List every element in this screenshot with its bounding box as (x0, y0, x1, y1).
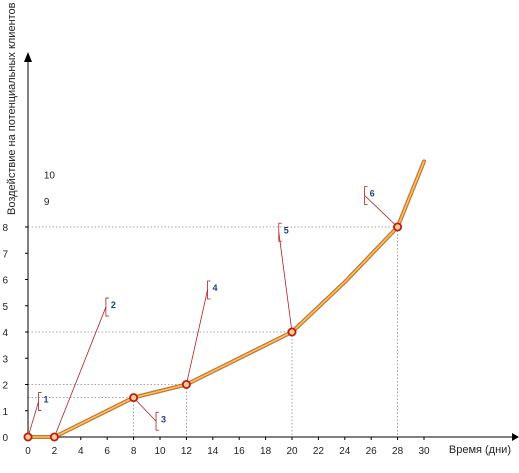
annotation-leader (364, 195, 398, 228)
annotation-label: 5 (284, 225, 289, 235)
annotation-label: 6 (370, 189, 375, 199)
annotation-leader (54, 306, 107, 438)
y-tick-label: 8 (2, 223, 8, 234)
annotation-bracket (38, 392, 42, 411)
x-tick-label: 24 (339, 446, 351, 457)
x-tick-label: 30 (418, 446, 430, 457)
annotation-bracket (278, 222, 282, 242)
x-tick-label: 14 (207, 446, 219, 457)
series-markers (23, 222, 403, 442)
x-tick-label: 20 (286, 446, 298, 457)
x-axis-arrow (512, 433, 519, 441)
annotation-bracket (105, 297, 109, 317)
annotation-leader (27, 401, 39, 438)
extra-value-label: 9 (44, 197, 50, 208)
x-tick-label: 0 (25, 446, 31, 457)
annotation-label: 2 (111, 300, 116, 310)
x-tick-label: 12 (181, 446, 193, 457)
data-point (23, 432, 33, 442)
annotation-label: 3 (161, 414, 166, 424)
x-tick-label: 22 (313, 446, 325, 457)
data-point (393, 222, 403, 232)
data-point (129, 393, 139, 403)
data-point (287, 327, 297, 337)
x-tick-label: 10 (154, 446, 166, 457)
x-tick-label: 2 (52, 446, 58, 457)
annotation-bracket (364, 186, 368, 205)
x-tick-label: 6 (104, 446, 110, 457)
series-line-fill (27, 160, 425, 438)
x-tick-label: 26 (366, 446, 378, 457)
y-tick-label: 2 (2, 381, 8, 392)
y-axis-arrow (24, 52, 32, 62)
x-tick-label: 4 (78, 446, 84, 457)
y-axis-title: Воздействие на потенциальных клиентов (6, 2, 18, 215)
y-tick-label: 6 (2, 276, 8, 287)
y-tick-label: 5 (2, 302, 8, 313)
annotation-label: 1 (44, 395, 49, 405)
annotation-bracket (207, 280, 211, 300)
extra-value-label: 10 (44, 171, 56, 182)
x-tick-label: 28 (392, 446, 404, 457)
x-tick-label: 18 (260, 446, 272, 457)
annotation-leader (278, 232, 293, 333)
annotation-label: 4 (213, 283, 218, 293)
annotations: 1 2 3 4 5 6 (27, 186, 398, 438)
y-tick-label: 3 (2, 354, 8, 365)
annotation-leader (186, 289, 208, 385)
series-line (26, 159, 426, 439)
reference-lines (28, 226, 399, 437)
annotation-leader (133, 397, 157, 422)
data-point (181, 379, 191, 389)
data-point (49, 432, 59, 442)
y-tick-label: 7 (2, 249, 8, 260)
annotation-bracket (155, 411, 160, 431)
x-tick-label: 16 (234, 446, 246, 457)
x-axis-title: Время (дни) (449, 444, 511, 456)
y-tick-label: 4 (2, 328, 8, 339)
y-tick-label: 0 (2, 433, 8, 444)
x-tick-label: 8 (131, 446, 137, 457)
y-tick-label: 1 (2, 407, 8, 418)
